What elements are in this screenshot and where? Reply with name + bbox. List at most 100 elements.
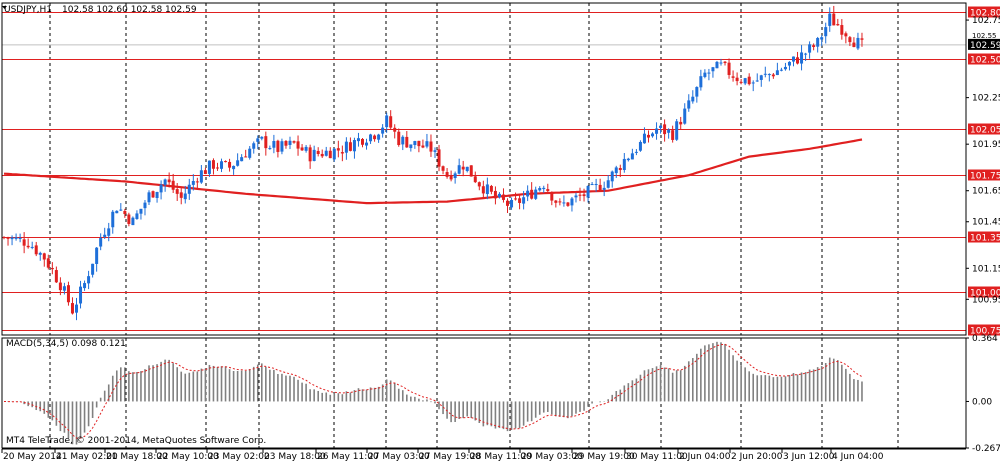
candle-body [91,263,95,275]
candle-body [775,70,779,76]
level-tag-label: 101.75 [970,172,1000,182]
candle-body [14,237,18,239]
candle-body [526,190,530,197]
candle-body [566,202,570,206]
candle-body [75,304,79,313]
candle-body [70,303,74,314]
candle-body [123,210,127,215]
candle-body [183,193,187,200]
candle-body [610,171,614,182]
candle-body [514,198,518,200]
candle-body [707,72,711,74]
time-label: 29 May 19:00 [573,452,635,462]
level-tag-label: 101.00 [970,289,1000,299]
candle-body [22,239,26,246]
candle-body [493,190,497,199]
candle-body [119,209,123,211]
candle-body [26,245,30,248]
candle-body [272,141,276,148]
candle-body [651,133,655,137]
candle-body [328,150,332,159]
candle-body [336,148,340,151]
macd-label: MACD(5,34,5) 0.098 0.121 [6,339,126,349]
candle-body [497,193,501,198]
candle-body [735,77,739,82]
candle-body [755,80,759,82]
candle-body [385,115,389,128]
chevron-down-icon[interactable] [2,6,7,9]
candle-body [429,141,433,152]
candle-body [381,127,385,134]
candle-body [268,148,272,150]
candle-body [83,283,87,289]
candle-body [642,133,646,144]
candle-body [433,150,437,152]
macd-histogram [3,341,863,445]
candle-body [441,166,445,171]
candle-body [489,185,493,192]
candle-body [260,136,264,139]
candle-body [449,175,453,180]
candle-body [659,125,663,128]
candle-body [626,158,630,161]
candles [2,5,864,321]
candle-body [796,57,800,64]
candle-body [417,140,421,147]
price-tag [968,38,1000,50]
level-tag [968,324,1000,336]
ohlc-label: 102.58 102.60 102.58 102.59 [62,5,197,15]
candle-body [304,146,308,151]
candle-body [42,253,46,260]
time-label: 21 May 18:00 [106,452,168,462]
candle-body [199,170,203,183]
candle-body [461,166,465,170]
time-label: 22 May 10:00 [157,452,219,462]
copyright-label: MT4 TeleTrade, © 2001-2014, MetaQuotes S… [6,436,266,446]
candle-body [135,213,139,219]
macd-tick-label: -0.267 [972,444,1000,454]
candle-body [667,129,671,133]
candle-body [598,184,602,191]
candle-body [848,37,852,43]
candle-body [191,180,195,185]
candle-body [276,140,280,152]
price-tick-label: 101.45 [972,218,1000,228]
candle-body [316,150,320,155]
candle-body [360,138,364,145]
candle-body [679,121,683,125]
candle-body [264,136,268,149]
candle-body [111,211,115,228]
candle-body [578,194,582,196]
time-label: 27 May 03:00 [368,452,430,462]
macd-frame [1,337,967,449]
price-tag-secondary: 102.55 [972,32,997,40]
candle-body [501,194,505,200]
level-tag [968,169,1000,181]
time-label: 27 May 19:00 [419,452,481,462]
candle-body [791,56,795,62]
candle-body [856,37,860,49]
level-tag [968,123,1000,135]
level-tag-label: 101.35 [970,234,1000,244]
candle-body [163,179,167,185]
candle-body [288,140,292,145]
candle-body [602,187,606,190]
candle-body [465,166,469,171]
time-label: 23 May 18:00 [264,452,326,462]
candle-body [663,124,667,135]
candle-body [518,198,522,203]
candle-body [6,237,10,239]
candle-body [618,168,622,171]
candle-body [844,33,848,37]
candle-body [546,189,550,192]
candle-body [220,161,224,169]
candle-body [207,160,211,174]
candle-body [646,134,650,138]
candle-body [743,78,747,84]
candle-body [562,202,566,204]
candle-body [703,72,707,77]
candle-body [820,37,824,40]
time-label: 2 Jun 20:00 [731,452,783,462]
